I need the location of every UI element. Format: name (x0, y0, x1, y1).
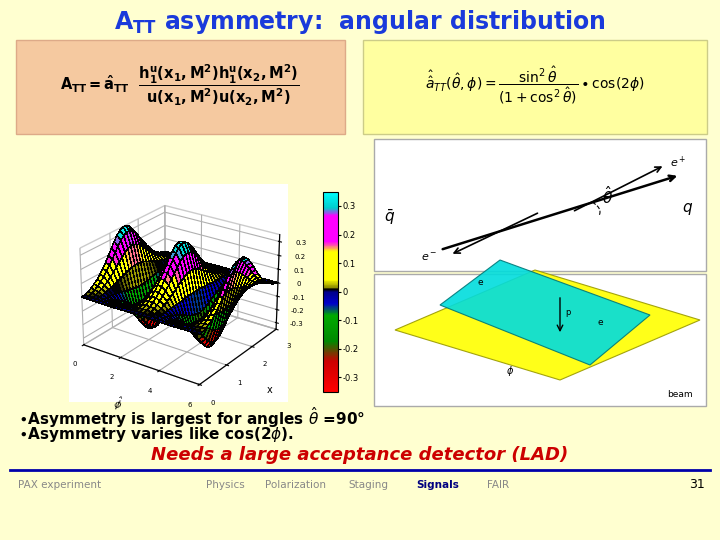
Text: Needs a large acceptance detector (LAD): Needs a large acceptance detector (LAD) (151, 446, 569, 464)
Text: Signals: Signals (417, 480, 459, 490)
FancyBboxPatch shape (374, 139, 706, 271)
Polygon shape (440, 260, 650, 365)
Polygon shape (395, 270, 700, 380)
Text: $\mathbf{A_{TT}}$ asymmetry:  angular distribution: $\mathbf{A_{TT}}$ asymmetry: angular dis… (114, 8, 606, 36)
Text: $\bullet$Asymmetry is largest for angles $\hat{\theta}$ =90°: $\bullet$Asymmetry is largest for angles… (18, 406, 365, 430)
Text: $\bullet$Asymmetry varies like cos(2$\phi$).: $\bullet$Asymmetry varies like cos(2$\ph… (18, 426, 294, 444)
Text: Staging: Staging (348, 480, 388, 490)
Text: $e^+$: $e^+$ (670, 154, 686, 170)
Text: PAX experiment: PAX experiment (18, 480, 101, 490)
Text: $\bar{q}$: $\bar{q}$ (384, 208, 395, 227)
Text: 31: 31 (689, 478, 705, 491)
Text: Polarization: Polarization (264, 480, 325, 490)
FancyBboxPatch shape (374, 274, 706, 406)
Text: FAIR: FAIR (487, 480, 509, 490)
FancyBboxPatch shape (16, 40, 345, 134)
Text: Physics: Physics (206, 480, 244, 490)
X-axis label: $\hat{\phi}$: $\hat{\phi}$ (111, 394, 125, 414)
Text: $\mathbf{A_{TT} = \hat{a}_{TT}}$  $\mathbf{\dfrac{h_1^u(x_1,M^2)h_1^u(x_2,M^2)}{: $\mathbf{A_{TT} = \hat{a}_{TT}}$ $\mathb… (60, 63, 300, 107)
FancyBboxPatch shape (363, 40, 707, 134)
Text: e: e (597, 318, 603, 327)
Text: $\hat{\theta}$: $\hat{\theta}$ (603, 185, 613, 207)
Text: beam: beam (667, 390, 693, 399)
Text: $\hat{\hat{a}}_{TT}(\hat{\theta},\phi) = \dfrac{\sin^2\hat{\theta}}{(1+\cos^2\ha: $\hat{\hat{a}}_{TT}(\hat{\theta},\phi) =… (425, 64, 645, 106)
Text: p: p (565, 308, 570, 317)
Text: $e^-$: $e^-$ (420, 252, 437, 262)
Text: $q$: $q$ (683, 201, 693, 217)
Y-axis label: x: x (267, 385, 273, 395)
Text: e: e (477, 278, 483, 287)
Text: $\phi$: $\phi$ (506, 364, 514, 378)
